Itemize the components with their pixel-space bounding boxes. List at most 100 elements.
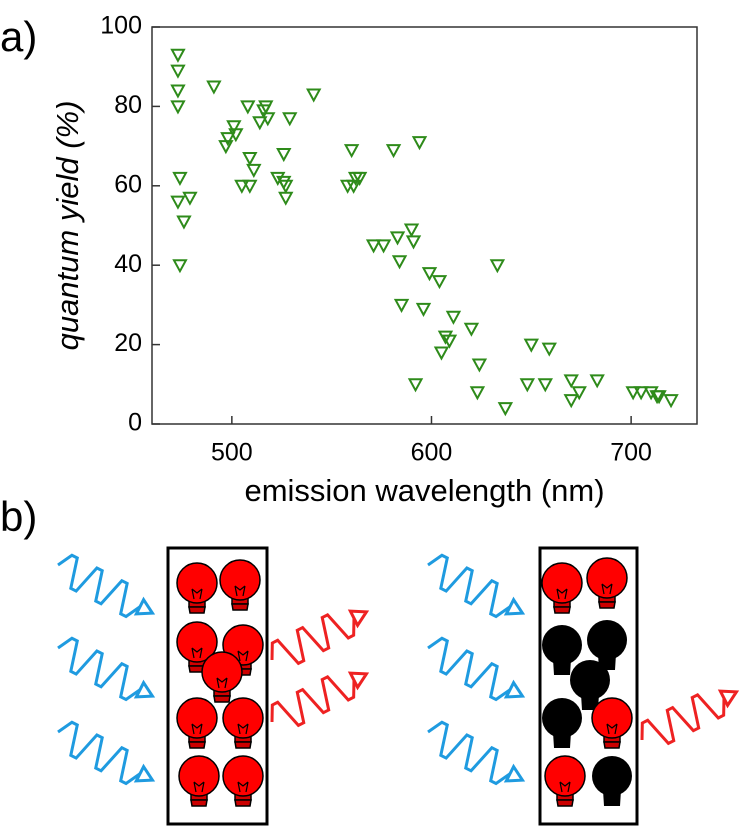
marker (242, 152, 258, 167)
marker (385, 144, 402, 159)
marker (343, 144, 360, 159)
marker (282, 112, 298, 127)
bulb-dark (592, 756, 632, 806)
marker (469, 386, 486, 401)
bulb (201, 651, 243, 703)
marker (407, 378, 424, 393)
x-tick-label: 700 (610, 439, 652, 467)
marker (563, 394, 579, 409)
bulb (176, 697, 218, 749)
bulb (586, 557, 628, 609)
marker (389, 231, 406, 246)
plot-frame (151, 26, 698, 425)
emission-wave (263, 659, 375, 737)
marker (463, 322, 480, 337)
marker (220, 132, 236, 147)
bulb (222, 697, 264, 749)
marker (260, 112, 276, 127)
y-tick-label: 100 (100, 12, 142, 40)
marker (240, 100, 256, 115)
bulb-dark (542, 698, 582, 748)
marker (393, 298, 410, 313)
marker (403, 223, 420, 238)
sample-box (538, 546, 639, 826)
bulb (219, 559, 261, 611)
marker (433, 346, 450, 361)
sample-box (166, 546, 269, 826)
marker (391, 255, 408, 270)
marker (589, 374, 605, 389)
bulb (178, 755, 220, 807)
panel-label: b) (0, 493, 37, 540)
marker (471, 358, 488, 373)
excitation-wave (419, 550, 531, 628)
bulb (176, 562, 218, 614)
marker (339, 179, 356, 194)
marker (445, 310, 462, 325)
marker (415, 302, 432, 317)
marker (176, 215, 192, 230)
marker (411, 136, 428, 151)
marker (421, 267, 438, 282)
marker (519, 378, 535, 393)
marker (663, 394, 679, 409)
marker (489, 259, 506, 274)
y-axis-label: quantum yield (%) (50, 101, 85, 351)
marker (218, 140, 234, 155)
excitation-wave (419, 717, 531, 795)
x-tick-label: 500 (211, 439, 253, 467)
y-tick-label: 60 (114, 170, 142, 198)
marker (172, 259, 188, 274)
marker (365, 239, 382, 254)
bulb (541, 562, 583, 614)
x-tick-label: 600 (411, 439, 453, 467)
marker (497, 402, 514, 417)
marker (252, 116, 268, 131)
marker (537, 378, 553, 393)
y-tick-label: 40 (114, 250, 142, 278)
marker (276, 148, 292, 163)
marker (278, 191, 294, 206)
bulb (222, 755, 264, 807)
marker (270, 171, 286, 186)
y-tick-label: 0 (128, 409, 142, 437)
marker (258, 100, 274, 115)
marker (541, 342, 557, 357)
marker (172, 171, 188, 186)
y-tick-label: 20 (114, 329, 142, 357)
panel-label: a) (0, 13, 37, 60)
diagram (49, 546, 745, 826)
marker (242, 179, 258, 194)
marker (206, 80, 222, 95)
scatter-plot: 500 600 700 0 20 40 60 80 100 emission wavelength… (50, 12, 698, 508)
marker (633, 386, 649, 401)
marker (563, 374, 579, 389)
x-axis-label: emission wavelength (nm) (244, 473, 604, 508)
marker (182, 191, 198, 206)
marker (375, 239, 392, 254)
marker (226, 120, 242, 135)
marker (441, 334, 458, 349)
marker (170, 64, 186, 79)
excitation-wave (49, 550, 161, 628)
marker (170, 100, 186, 115)
marker (437, 330, 454, 345)
marker (431, 275, 448, 290)
marker (306, 88, 322, 103)
marker (170, 195, 186, 210)
marker (523, 338, 539, 353)
marker (170, 48, 186, 63)
marker (278, 179, 294, 194)
marker (170, 84, 186, 99)
y-tick-label: 80 (114, 91, 142, 119)
excitation-wave (49, 717, 161, 795)
excitation-wave (419, 633, 531, 711)
marker (246, 163, 262, 179)
marker (405, 235, 422, 250)
emission-wave (633, 677, 745, 755)
marker (351, 171, 368, 186)
marker (625, 386, 641, 401)
marker (234, 179, 250, 194)
